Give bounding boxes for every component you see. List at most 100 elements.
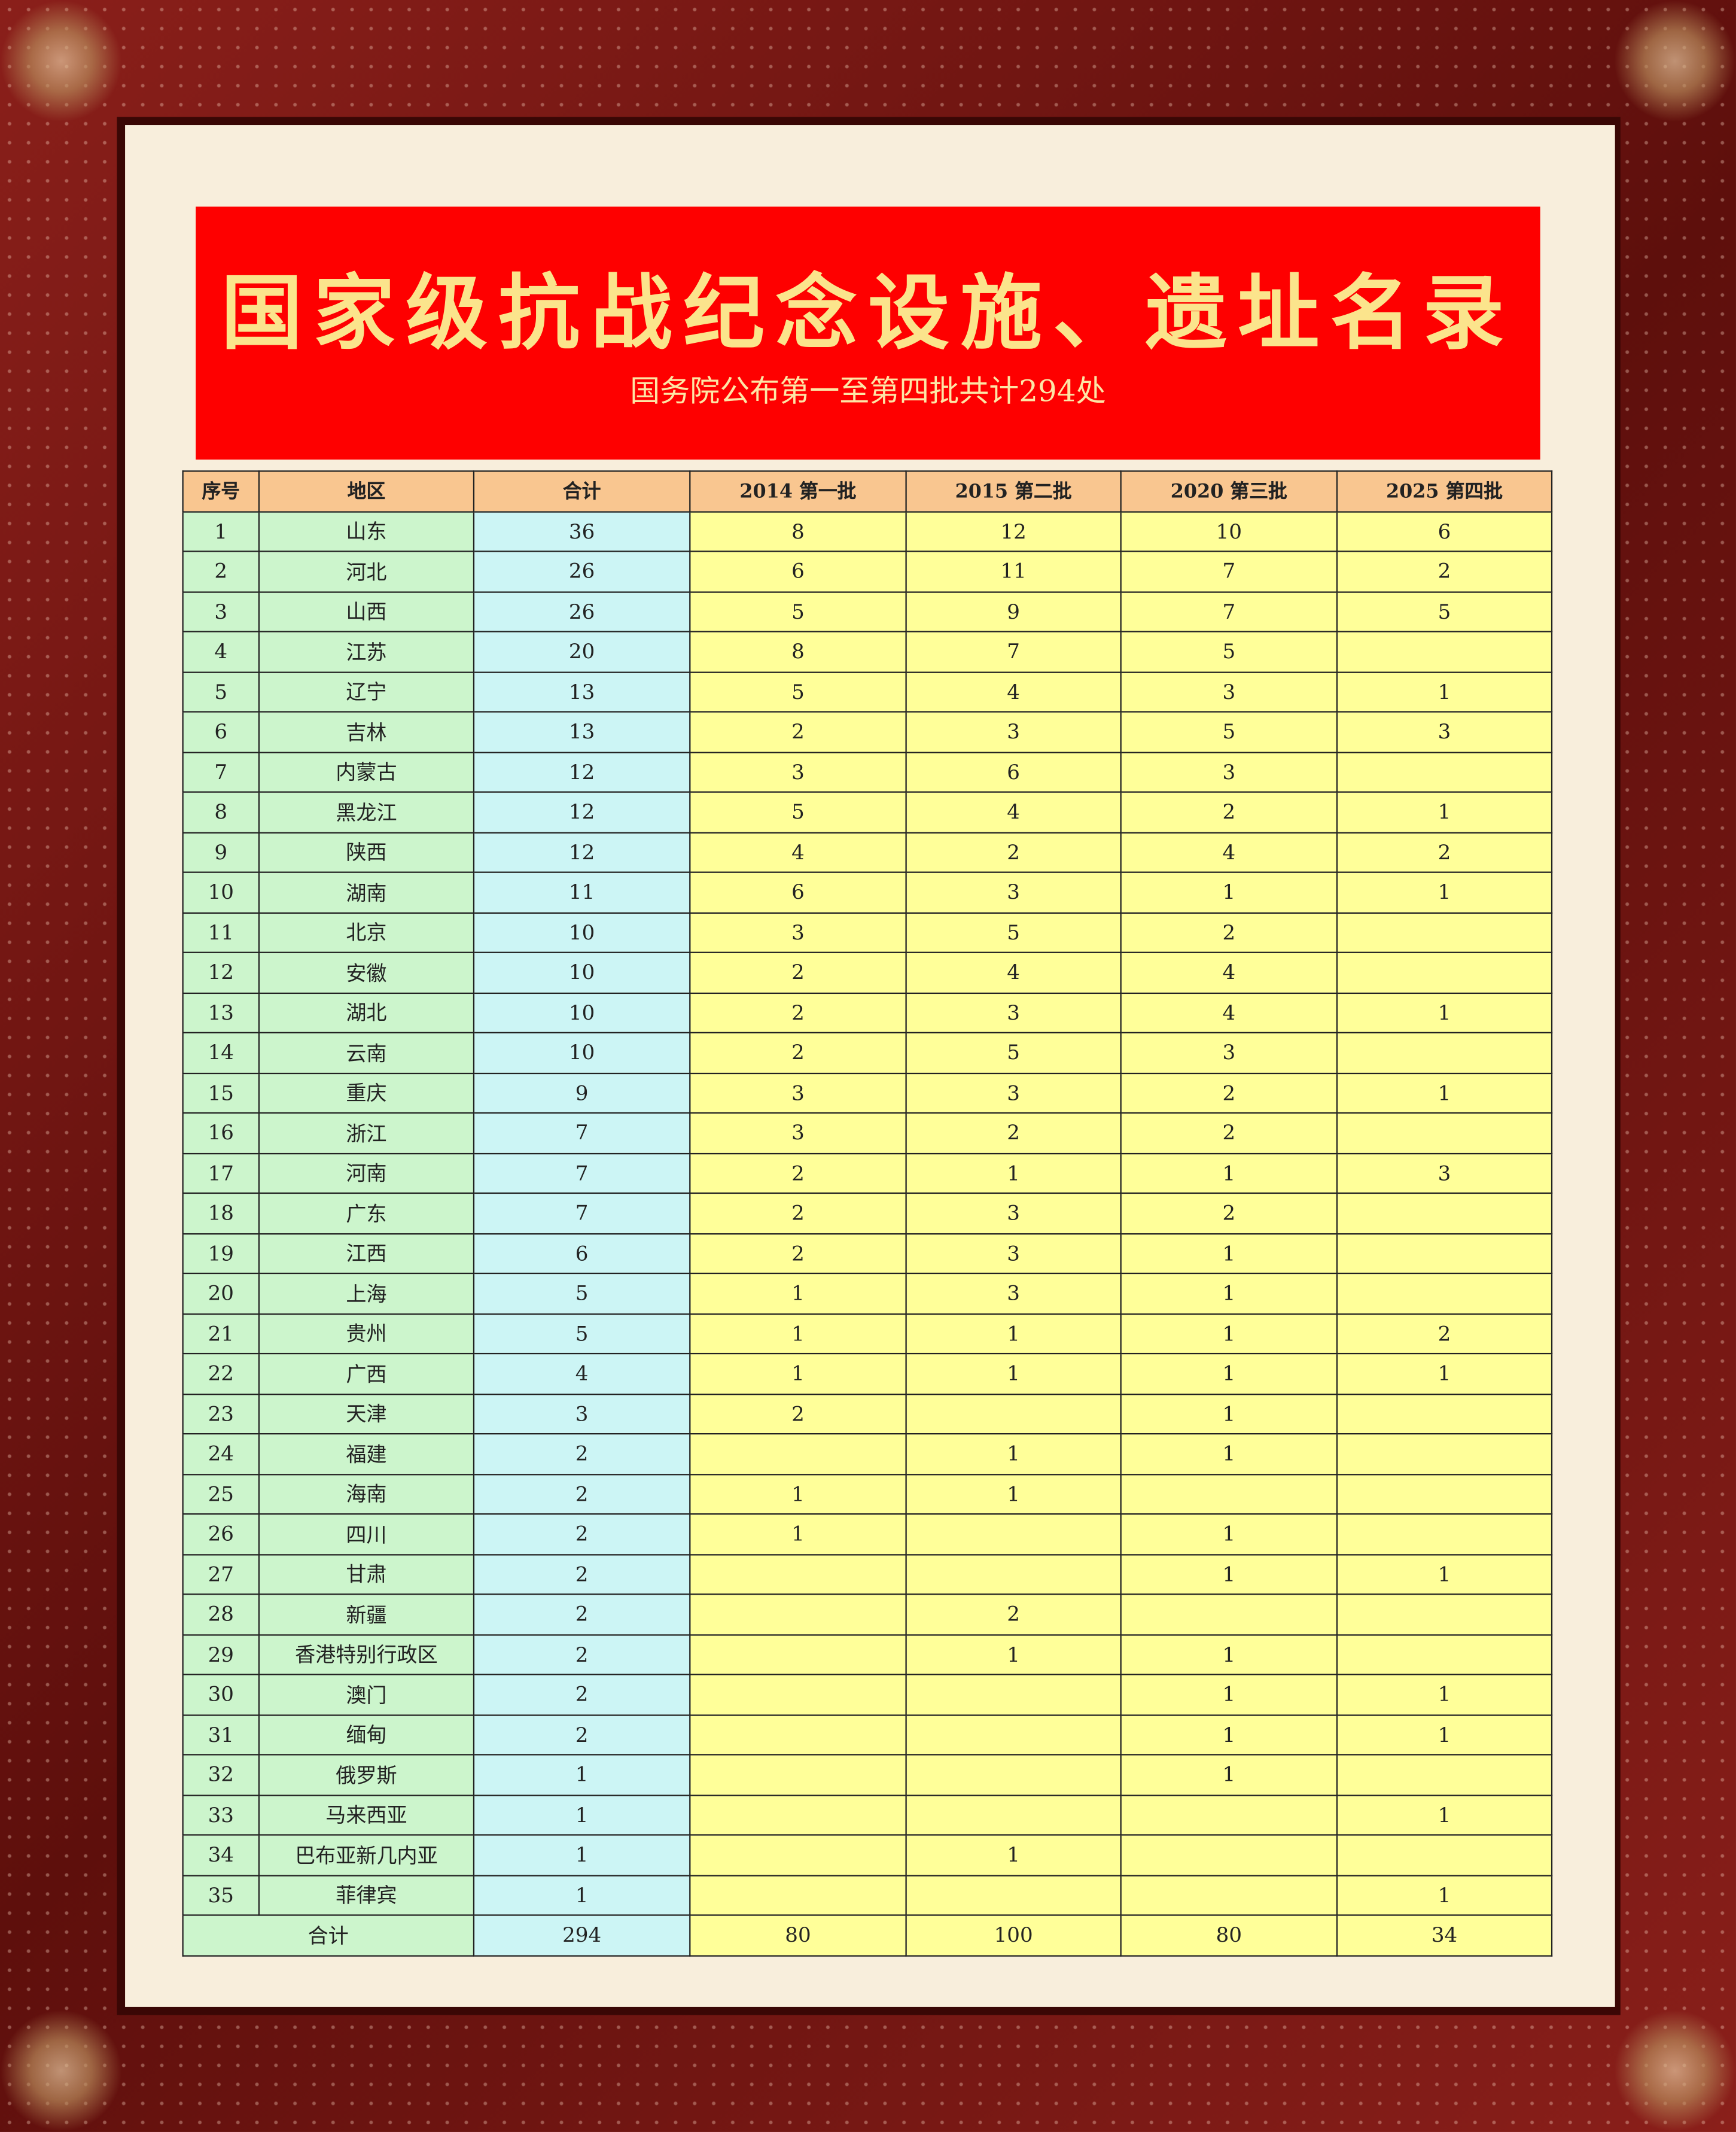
cell: 1 (1120, 1513, 1338, 1555)
cell: 2 (1336, 551, 1553, 592)
cell: 4 (182, 631, 260, 673)
cell: 2 (689, 1232, 907, 1275)
cell: 1 (1120, 871, 1338, 913)
row: 12 安徽 10 2 4 4 (182, 951, 1553, 993)
row: 18 广东 7 2 3 2 (182, 1192, 1553, 1234)
row: 15 重庆 9 3 3 2 1 (182, 1072, 1553, 1114)
row: 16 浙江 7 3 2 2 (182, 1112, 1553, 1154)
cell: 1 (473, 1834, 691, 1876)
cell: 5 (182, 671, 260, 713)
cell: 3 (905, 1272, 1122, 1315)
row: 30 澳门 2 1 1 (182, 1674, 1553, 1716)
cell: 2 (689, 1192, 907, 1234)
cell: 16 (182, 1112, 260, 1154)
subtitle: 国务院公布第一至第四批共计294处 (630, 375, 1106, 409)
cell: 山西 (258, 591, 475, 632)
cell: 4 (1120, 831, 1338, 873)
row: 4 江苏 20 8 7 5 (182, 631, 1553, 673)
cell: 3 (1336, 1152, 1553, 1194)
cell: 辽宁 (258, 671, 475, 713)
header-cell: 序号 (182, 470, 260, 512)
total-cell: 80 (1120, 1914, 1338, 1956)
cell: 10 (1120, 510, 1338, 552)
cell: 1 (1120, 1152, 1338, 1194)
cell: 19 (182, 1232, 260, 1275)
cell: 5 (473, 1272, 691, 1315)
cell: 吉林 (258, 711, 475, 753)
cell: 四川 (258, 1513, 475, 1555)
row: 14 云南 10 2 5 3 (182, 1032, 1553, 1073)
row: 23 天津 3 2 1 (182, 1392, 1553, 1435)
cell: 1 (905, 1634, 1122, 1675)
cell (1336, 1112, 1553, 1154)
cell: 1 (1120, 1272, 1338, 1315)
cell: 5 (1336, 591, 1553, 632)
cell (905, 1874, 1122, 1916)
cell: 云南 (258, 1032, 475, 1073)
cell: 1 (182, 510, 260, 552)
row: 28 新疆 2 2 (182, 1593, 1553, 1635)
cell: 3 (689, 911, 907, 953)
cell: 10 (182, 871, 260, 913)
cell (1120, 1593, 1338, 1635)
cell: 1 (689, 1473, 907, 1515)
cell (689, 1794, 907, 1836)
cell: 2 (1120, 791, 1338, 833)
cell: 黑龙江 (258, 791, 475, 833)
cell: 4 (905, 671, 1122, 713)
cell: 26 (473, 591, 691, 632)
cell: 1 (473, 1754, 691, 1796)
header-cell: 2025 第四批 (1336, 470, 1553, 512)
cell: 7 (473, 1192, 691, 1234)
cell: 8 (689, 510, 907, 552)
cell: 新疆 (258, 1593, 475, 1635)
cell: 2 (905, 1112, 1122, 1154)
cell: 7 (473, 1112, 691, 1154)
cell: 1 (1120, 1392, 1338, 1435)
row: 6 吉林 13 2 3 5 3 (182, 711, 1553, 753)
ornament (1613, 0, 1736, 123)
cell: 5 (689, 671, 907, 713)
cell: 2 (1120, 911, 1338, 953)
row: 2 河北 26 6 11 7 2 (182, 551, 1553, 592)
cell: 4 (905, 951, 1122, 993)
header-cell: 2015 第二批 (905, 470, 1122, 512)
header-cell: 2020 第三批 (1120, 470, 1338, 512)
cell (1336, 1473, 1553, 1515)
cell: 14 (182, 1032, 260, 1073)
cell: 20 (182, 1272, 260, 1315)
cell: 13 (182, 992, 260, 1033)
cell: 1 (1336, 671, 1553, 713)
cell: 36 (473, 510, 691, 552)
cell: 1 (689, 1352, 907, 1395)
cell (1336, 631, 1553, 673)
cell (1336, 1272, 1553, 1315)
row: 7 内蒙古 12 3 6 3 (182, 751, 1553, 793)
cell: 1 (1120, 1674, 1338, 1716)
cell: 2 (1336, 831, 1553, 873)
total-cell: 294 (473, 1914, 691, 1956)
row: 17 河南 7 2 1 1 3 (182, 1152, 1553, 1194)
cell: 29 (182, 1634, 260, 1675)
cell: 1 (1336, 1072, 1553, 1114)
cell: 3 (1336, 711, 1553, 753)
row: 19 江西 6 2 3 1 (182, 1232, 1553, 1275)
cell: 11 (182, 911, 260, 953)
row: 21 贵州 5 1 1 1 2 (182, 1312, 1553, 1355)
row: 27 甘肃 2 1 1 (182, 1553, 1553, 1595)
header-row: 序号 地区 合计 2014 第一批 2015 第二批 2020 第三批 2025 第四批 (182, 470, 1553, 512)
cell: 12 (905, 510, 1122, 552)
row: 13 湖北 10 2 3 4 1 (182, 992, 1553, 1033)
row: 31 缅甸 2 1 1 (182, 1714, 1553, 1756)
cell (905, 1553, 1122, 1595)
cell: 33 (182, 1794, 260, 1836)
cell: 2 (1120, 1112, 1338, 1154)
cell: 6 (689, 551, 907, 592)
row: 9 陕西 12 4 2 4 2 (182, 831, 1553, 873)
cell: 7 (1120, 551, 1338, 592)
cell: 菲律宾 (258, 1874, 475, 1916)
cell: 1 (1120, 1433, 1338, 1475)
cell: 3 (689, 1072, 907, 1114)
cell: 11 (905, 551, 1122, 592)
